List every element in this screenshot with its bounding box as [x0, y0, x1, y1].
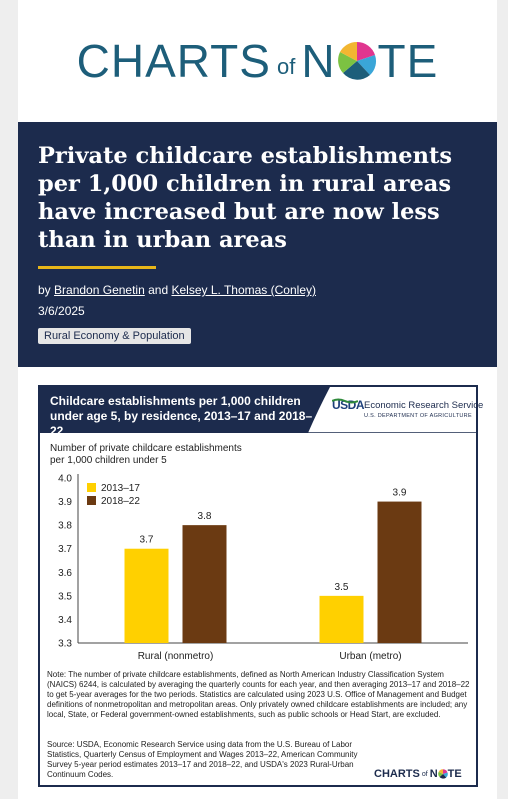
chart-note: Note: The number of private childcare es… — [47, 670, 470, 719]
y-tick-label: 3.5 — [58, 591, 72, 602]
mini-logo-note: N TE — [430, 768, 462, 780]
mini-logo-te: TE — [447, 768, 462, 780]
legend-label: 2013–17 — [101, 483, 140, 494]
logo-charts-text: CHARTS — [76, 35, 271, 87]
x-category-label: Rural (nonmetro) — [138, 651, 214, 662]
title-underline — [38, 266, 156, 269]
y-tick-label: 3.8 — [58, 521, 72, 532]
logo-note-text: N TE — [301, 34, 438, 88]
pie-chart-icon — [337, 41, 376, 80]
chart-source: Source: USDA, Economic Research Service … — [47, 740, 358, 779]
y-tick-label: 3.7 — [58, 544, 72, 555]
author-link-thomas[interactable]: Kelsey L. Thomas (Conley) — [171, 283, 316, 297]
bar-data-label: 3.8 — [198, 511, 212, 522]
byline-and: and — [148, 283, 169, 297]
y-tick-label: 3.9 — [58, 497, 72, 508]
legend-swatch — [87, 483, 96, 492]
bar-data-label: 3.5 — [335, 582, 349, 593]
logo-te-letters: TE — [377, 35, 439, 87]
charts-of-note-logo[interactable]: CHARTS of N TE — [18, 0, 497, 122]
mini-logo-n: N — [429, 768, 438, 780]
logo-n-letter: N — [301, 35, 336, 87]
chart-card: Childcare establishments per 1,000 child… — [38, 385, 483, 787]
mini-pie-chart-icon — [437, 769, 448, 779]
bar-data-label: 3.7 — [140, 535, 154, 546]
page: CHARTS of N TE Private childcare establi… — [18, 0, 497, 799]
charts-of-note-mini-logo: CHARTS of N TE — [374, 768, 462, 780]
usda-dept: U.S. DEPARTMENT OF AGRICULTURE — [364, 413, 472, 419]
bar — [124, 548, 169, 643]
byline-by: by — [38, 283, 51, 297]
mini-logo-charts: CHARTS — [374, 768, 420, 780]
article-hero: Private childcare establishments per 1,0… — [18, 122, 497, 367]
ers-name: Economic Research Service — [364, 400, 484, 411]
byline: by Brandon Genetin and Kelsey L. Thomas … — [38, 283, 477, 297]
legend-label: 2018–22 — [101, 496, 140, 507]
publish-date: 3/6/2025 — [38, 304, 85, 318]
y-tick-label: 3.3 — [58, 639, 72, 650]
bar — [319, 595, 364, 643]
header-banner-shape — [40, 387, 476, 433]
logo-of-text: of — [276, 54, 296, 79]
bar — [377, 501, 422, 643]
bar — [182, 525, 227, 643]
legend-swatch — [87, 496, 96, 505]
topic-tag[interactable]: Rural Economy & Population — [38, 328, 191, 344]
chart-header: Childcare establishments per 1,000 child… — [40, 387, 483, 438]
y-axis-label-line2: per 1,000 children under 5 — [50, 455, 167, 466]
bar-chart: Number of private childcare establishmen… — [50, 443, 468, 662]
chart-title: Childcare establishments per 1,000 child… — [50, 394, 313, 438]
mini-logo-of: of — [421, 770, 428, 778]
usda-ers-logo[interactable]: USDA Economic Research Service U.S. DEPA… — [332, 398, 483, 424]
y-tick-label: 3.4 — [58, 615, 72, 626]
y-tick-label: 3.6 — [58, 568, 72, 579]
y-axis-label-line1: Number of private childcare establishmen… — [50, 443, 242, 454]
x-category-label: Urban (metro) — [339, 651, 401, 662]
article-title: Private childcare establishments per 1,0… — [38, 143, 453, 253]
usda-wave-icon — [332, 398, 358, 404]
bar-data-label: 3.9 — [393, 488, 407, 499]
author-link-genetin[interactable]: Brandon Genetin — [54, 283, 145, 297]
y-tick-label: 4.0 — [58, 474, 72, 485]
